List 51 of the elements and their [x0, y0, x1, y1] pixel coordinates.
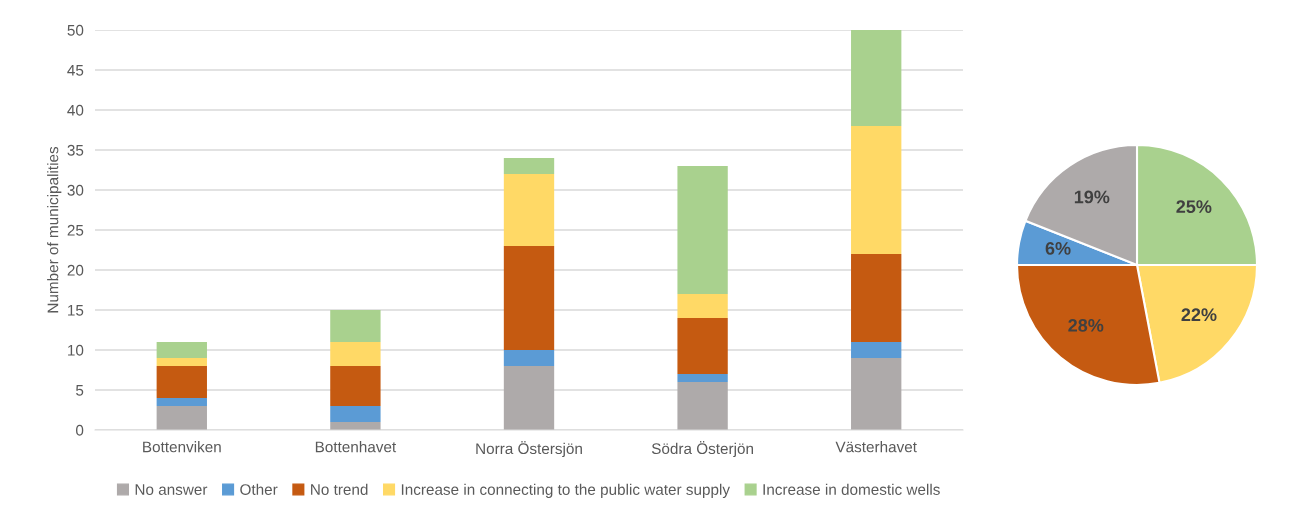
bar	[156, 366, 207, 398]
x-tick-label: Norra Östersjön	[476, 441, 582, 458]
bar	[503, 174, 555, 246]
x-tick-label: Södra Österjön	[651, 441, 753, 458]
bar	[851, 342, 902, 358]
bar	[330, 366, 381, 406]
bar	[677, 318, 728, 374]
data-label: 28%	[1068, 319, 1104, 332]
bar	[156, 342, 207, 358]
bar	[851, 126, 902, 254]
bar	[677, 294, 728, 318]
y-tick-label: 30	[67, 184, 84, 196]
bar	[677, 374, 728, 382]
bar	[851, 358, 902, 430]
legend-label: Increase in connecting to the public water supply	[401, 483, 730, 498]
y-tick-label: 10	[68, 344, 84, 356]
legend-label: No answer	[135, 484, 208, 495]
y-tick-label: 35	[67, 144, 84, 156]
bar	[503, 350, 555, 366]
bar	[677, 166, 728, 294]
y-tick-label: 20	[67, 264, 84, 276]
data-label: 19%	[1074, 190, 1110, 204]
bar	[156, 406, 207, 430]
data-label: 25%	[1176, 200, 1212, 213]
y-tick-label: 25	[67, 224, 84, 236]
y-tick-label: 0	[75, 424, 84, 436]
bar	[503, 246, 555, 350]
x-tick-label: Bottenhavet	[315, 441, 397, 453]
data-label: 22%	[1181, 308, 1217, 322]
bar	[677, 382, 728, 430]
y-tick-label: 5	[76, 385, 84, 396]
bar	[156, 398, 207, 406]
legend-label: No trend	[311, 483, 368, 495]
bar	[156, 358, 207, 366]
bar	[503, 366, 555, 430]
bar	[503, 158, 555, 174]
x-tick-label: Västerhavet	[835, 441, 917, 453]
y-tick-label: 15	[68, 305, 84, 316]
bar	[330, 406, 381, 422]
y-tick-label: 50	[67, 24, 84, 36]
legend-label: Increase in domestic wells	[763, 483, 940, 495]
x-tick-label: Bottenviken	[143, 441, 221, 453]
data-label: 6%	[1045, 242, 1071, 255]
bar	[330, 310, 381, 342]
bar	[330, 342, 381, 366]
y-tick-label: 45	[67, 65, 84, 76]
y-axis-title: Number of municipalities	[47, 146, 62, 313]
bar	[851, 30, 902, 126]
legend-label: Other	[240, 483, 278, 495]
bar	[851, 254, 902, 342]
y-tick-label: 40	[67, 104, 84, 116]
